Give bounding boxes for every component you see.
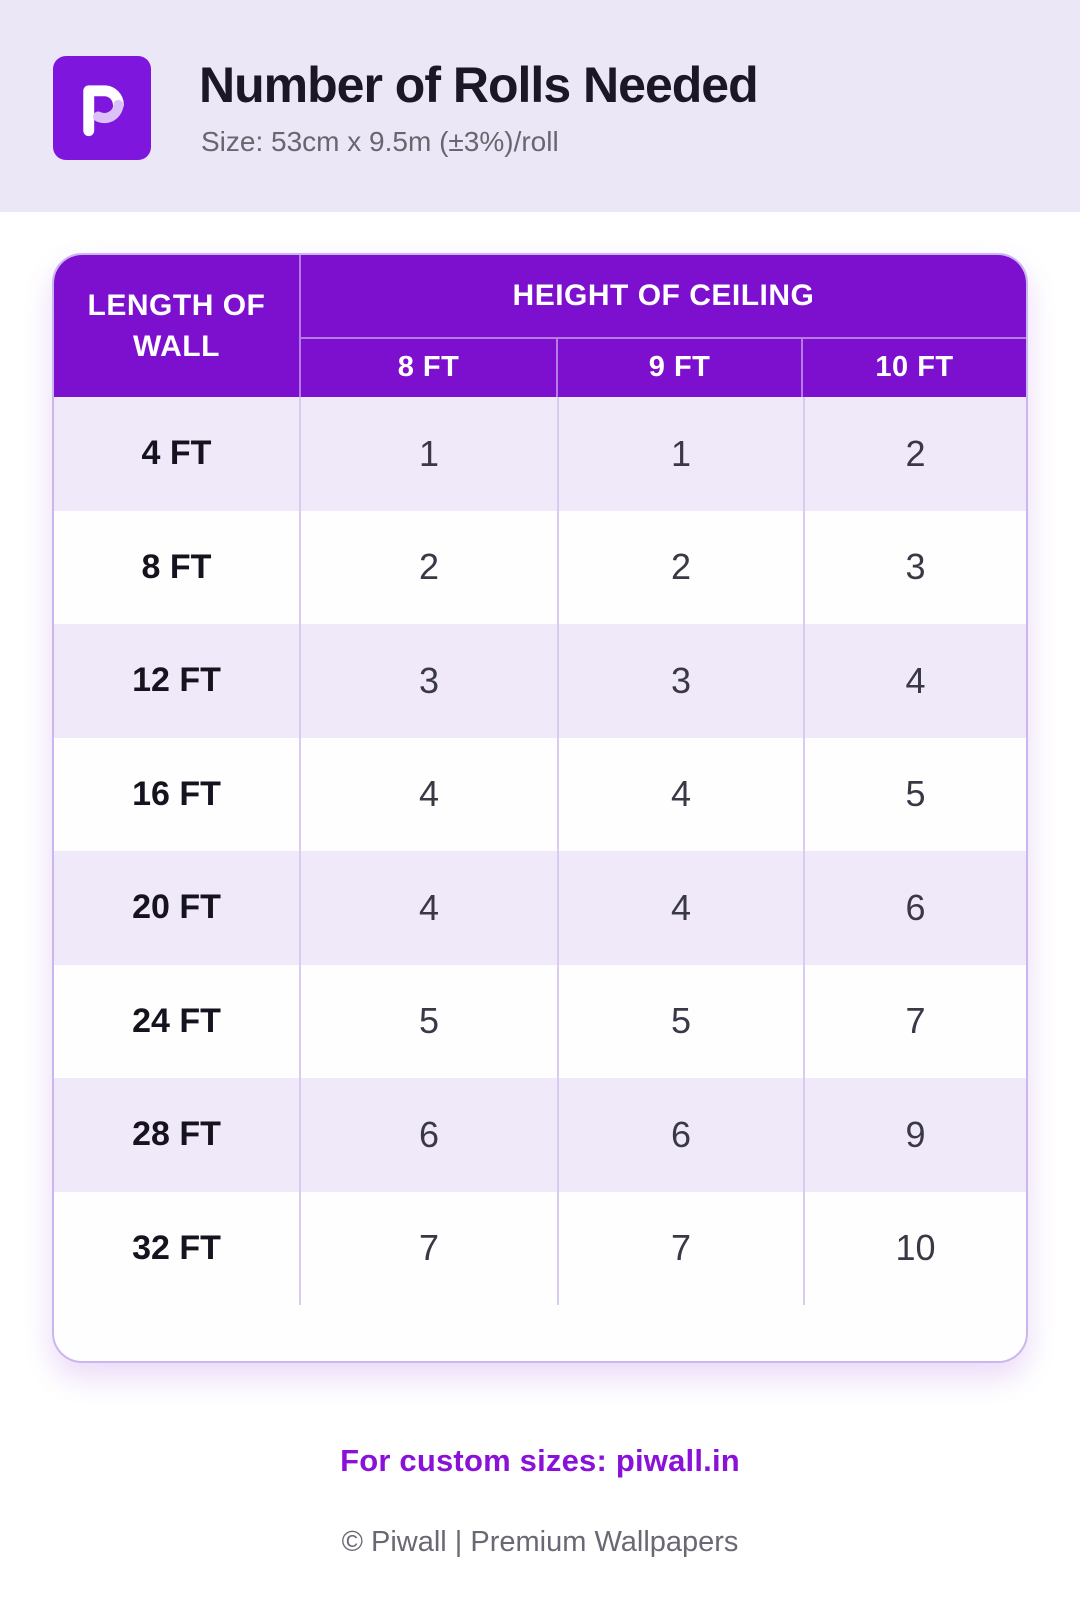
roll-count-cell: 4 (557, 851, 803, 965)
corner-header-length-of-wall: LENGTH OF WALL (87, 288, 266, 363)
roll-count-cell: 3 (803, 510, 1026, 624)
roll-count-cell: 7 (557, 1191, 803, 1305)
column-header-8ft: 8 FT (397, 351, 460, 384)
roll-count-cell: 3 (557, 624, 803, 738)
row-label: 12 FT (132, 661, 221, 700)
roll-count-cell: 4 (298, 737, 557, 851)
table-row: 24 FT 5 5 7 (54, 964, 1026, 1078)
roll-count-cell: 1 (298, 397, 557, 511)
group-header-height-of-ceiling: HEIGHT OF CEILING (512, 278, 815, 312)
roll-count-cell: 2 (803, 397, 1026, 511)
roll-count-cell: 9 (803, 1078, 1026, 1192)
roll-count-cell: 4 (557, 737, 803, 851)
page-title: Number of Rolls Needed (199, 57, 759, 113)
table-row: 16 FT 4 4 5 (54, 737, 1026, 851)
row-label: 4 FT (141, 434, 212, 473)
roll-count-cell: 6 (298, 1078, 557, 1192)
roll-count-cell: 4 (298, 851, 557, 965)
table-row: 32 FT 7 7 10 (54, 1191, 1026, 1305)
roll-count-cell: 7 (298, 1191, 557, 1305)
roll-count-cell: 6 (557, 1078, 803, 1192)
page-subtitle: Size: 53cm x 9.5m (±3%)/roll (201, 126, 559, 157)
roll-count-cell: 2 (557, 510, 803, 624)
table-row: 20 FT 4 4 6 (54, 851, 1026, 965)
roll-count-cell: 5 (557, 964, 803, 1078)
roll-count-cell: 4 (803, 624, 1026, 738)
roll-count-cell: 5 (803, 737, 1026, 851)
roll-count-cell: 6 (803, 851, 1026, 965)
piwall-logo (53, 56, 151, 160)
roll-count-cell: 5 (298, 964, 557, 1078)
column-header-10ft: 10 FT (801, 338, 1026, 397)
table-row: 28 FT 6 6 9 (54, 1078, 1026, 1192)
row-label: 8 FT (141, 547, 212, 586)
roll-count-cell: 10 (803, 1191, 1026, 1305)
table-row: 8 FT 2 2 3 (54, 510, 1026, 624)
rolls-table-card: LENGTH OF WALL HEIGHT OF CEILING 8 FT 9 … (52, 253, 1028, 1363)
table-header: LENGTH OF WALL HEIGHT OF CEILING 8 FT 9 … (54, 255, 1026, 397)
row-label: 16 FT (132, 774, 221, 813)
row-label: 20 FT (132, 888, 221, 927)
logo-p-icon (83, 85, 124, 137)
custom-sizes-link[interactable]: For custom sizes: piwall.in (340, 1443, 740, 1478)
table-row: 4 FT 1 1 2 (54, 397, 1026, 511)
roll-count-cell: 3 (298, 624, 557, 738)
row-label: 24 FT (132, 1001, 221, 1040)
table-row: 12 FT 3 3 4 (54, 624, 1026, 738)
roll-count-cell: 1 (557, 397, 803, 511)
row-label: 28 FT (132, 1115, 221, 1154)
roll-count-cell: 7 (803, 964, 1026, 1078)
roll-count-cell: 2 (298, 510, 557, 624)
row-label: 32 FT (132, 1228, 221, 1267)
column-header-9ft: 9 FT (556, 338, 801, 397)
copyright-text: © Piwall | Premium Wallpapers (341, 1526, 739, 1558)
header-band (0, 0, 1080, 212)
table-body: 4 FT 1 1 2 8 FT 2 2 3 12 FT 3 3 4 16 FT 4 4 5 20 FT 4 4 6 24… (54, 397, 1026, 1305)
column-headers-row: 8 FT 9 FT 10 FT (300, 336, 1026, 397)
